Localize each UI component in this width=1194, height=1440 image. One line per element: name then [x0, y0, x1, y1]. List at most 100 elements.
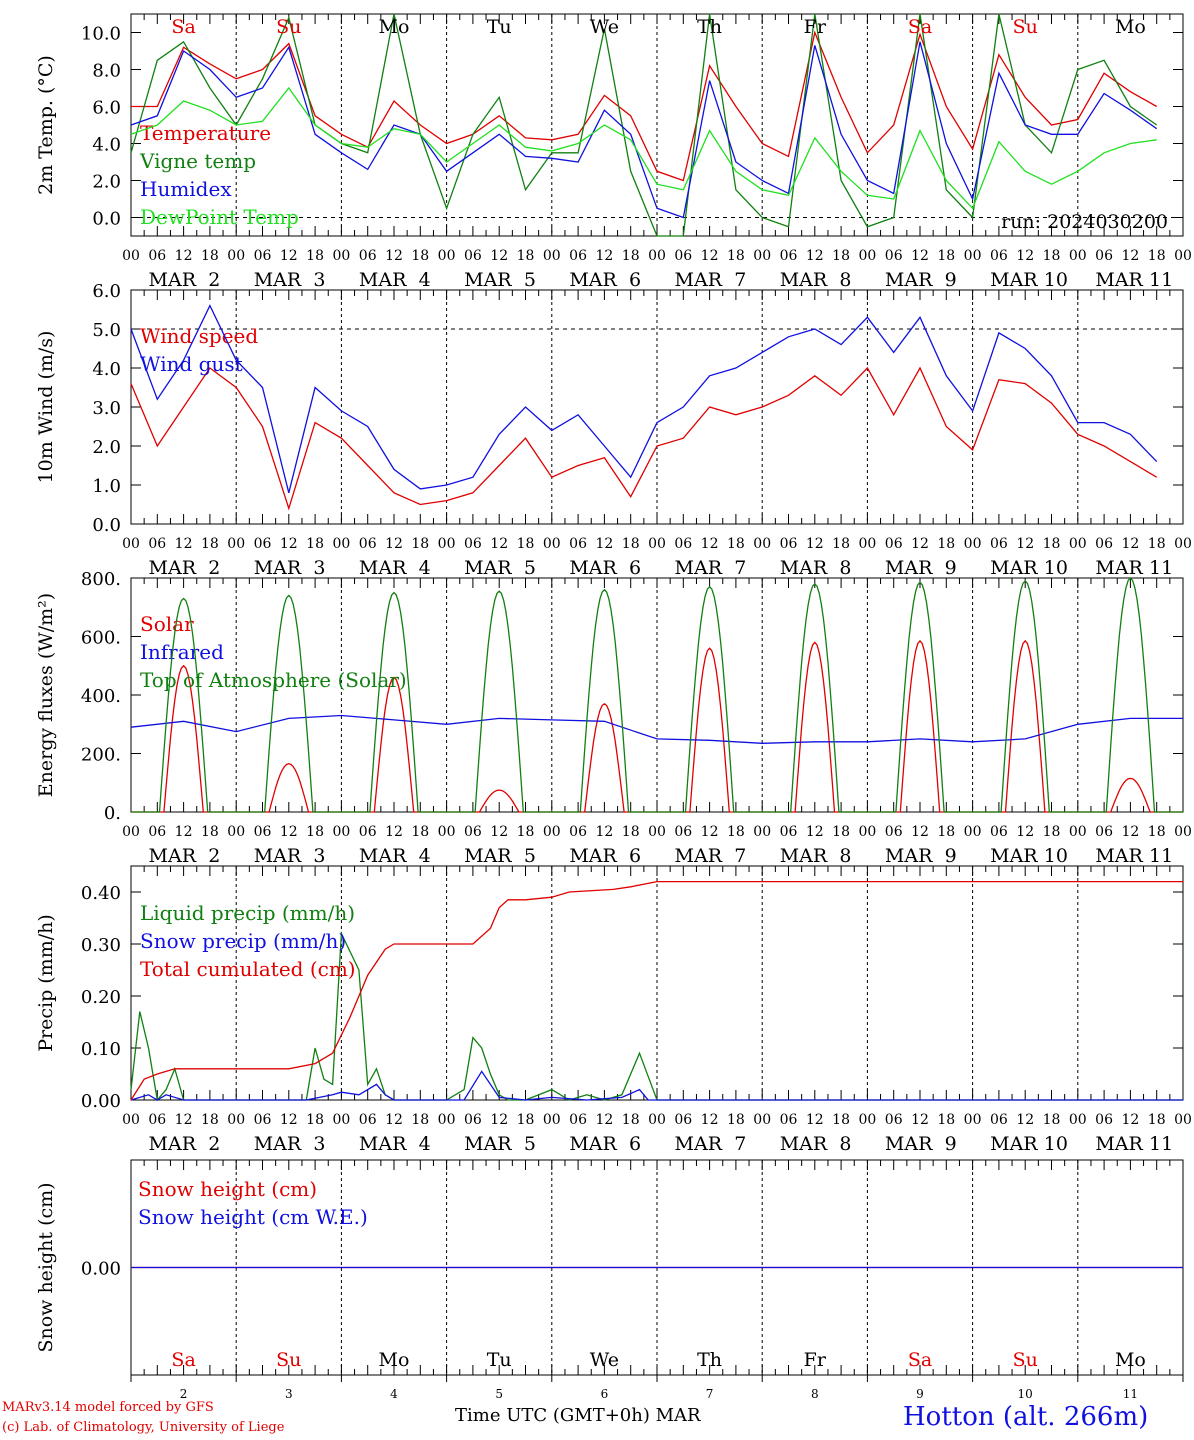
x-hour-label: 00: [438, 1112, 456, 1128]
weekday-label-top: Fr: [804, 16, 827, 38]
x-date-label: 10: [1044, 269, 1068, 291]
x-hour-label: 00: [858, 824, 876, 840]
chart-panel-1: 0.0 2.0 4.0 6.0 8.0 10.0 2m Temp. (°C) 00 06 12 18…: [35, 13, 1192, 291]
x-hour-label: 18: [306, 536, 324, 552]
x-date-label: 5: [524, 845, 536, 867]
x-hour-label: 00: [753, 1112, 771, 1128]
x-month-label: MAR: [359, 1133, 407, 1155]
x-hour-label: 00: [1069, 248, 1087, 264]
x-hour-label: 00: [543, 1112, 561, 1128]
x-date-label: 9: [945, 269, 957, 291]
legend-entry: Top of Atmosphere (Solar): [140, 668, 407, 692]
legend-entry: Temperature: [140, 121, 271, 145]
x-month-label: MAR: [990, 845, 1038, 867]
x-hour-label: 12: [175, 248, 193, 264]
x-month-label: MAR: [1095, 557, 1143, 579]
weekday-label-bottom: Su: [1013, 1349, 1038, 1371]
series-line: [130, 86, 1157, 210]
x-date-label: 7: [734, 1133, 746, 1155]
x-hour-label: 00: [648, 248, 666, 264]
weekday-label-bottom: Su: [276, 1349, 301, 1371]
x-date-label: 8: [839, 845, 851, 867]
x-hour-label: 06: [1095, 248, 1113, 264]
x-date-label: 4: [419, 269, 431, 291]
x-hour-label: 12: [911, 1112, 929, 1128]
x-hour-label: 12: [490, 1112, 508, 1128]
x-hour-label: 18: [306, 824, 324, 840]
legend-entry: Total cumulated (cm): [140, 957, 356, 981]
chart-panel-3: 0. 200. 400. 600. 800. Energy fluxes (W/m²) 00…: [35, 569, 1192, 867]
x-hour-label: 18: [937, 1112, 955, 1128]
x-hour-label: 18: [201, 1112, 219, 1128]
x-hour-label: 06: [464, 1112, 482, 1128]
series-line: [130, 366, 1158, 511]
x-month-label: MAR: [675, 1133, 723, 1155]
x-hour-label: 18: [622, 536, 640, 552]
x-date-label: 9: [945, 557, 957, 579]
legend-entry: Liquid precip (mm/h): [140, 901, 355, 925]
x-hour-label: 12: [806, 536, 824, 552]
series-line: [130, 304, 1158, 493]
x-hour-label: 00: [332, 1112, 350, 1128]
x-hour-label: 06: [1095, 1112, 1113, 1128]
weekday-label-bottom: Tu: [487, 1349, 512, 1371]
station-label: Hotton (alt. 266m): [903, 1402, 1149, 1432]
x-hour-label: 06: [674, 824, 692, 840]
x-month-label: MAR: [675, 269, 723, 291]
legend-entry: Humidex: [140, 177, 232, 201]
weekday-label-top: Su: [276, 16, 301, 38]
x-hour-label: 06: [885, 248, 903, 264]
x-hour-label: 12: [280, 536, 298, 552]
x-month-label: MAR: [254, 845, 302, 867]
x-hour-label: 18: [832, 248, 850, 264]
x-hour-label: 06: [990, 536, 1008, 552]
day-number-label: 7: [706, 1387, 714, 1400]
x-hour-label: 00: [227, 1112, 245, 1128]
x-hour-label: 18: [1043, 1112, 1061, 1128]
lab-credit: (c) Lab. of Climatology, University of L…: [2, 1420, 285, 1435]
y-axis-title: 10m Wind (m/s): [35, 331, 57, 484]
x-hour-label: 12: [806, 1112, 824, 1128]
x-hour-label: 00: [543, 824, 561, 840]
x-hour-label: 12: [1121, 248, 1139, 264]
x-hour-label: 12: [1016, 1112, 1034, 1128]
x-date-label: 3: [313, 1133, 325, 1155]
x-hour-label: 18: [306, 1112, 324, 1128]
x-month-label: MAR: [1095, 1133, 1143, 1155]
x-hour-label: 00: [1174, 1112, 1192, 1128]
y-tick-label: 0.00: [81, 1091, 121, 1112]
x-month-label: MAR: [464, 269, 512, 291]
x-hour-label: 06: [674, 1112, 692, 1128]
x-hour-label: 00: [858, 1112, 876, 1128]
x-hour-label: 12: [490, 536, 508, 552]
x-hour-label: 06: [569, 248, 587, 264]
x-date-label: 3: [313, 557, 325, 579]
y-tick-label: 0.00: [81, 1259, 121, 1280]
x-hour-label: 06: [674, 536, 692, 552]
x-date-label: 11: [1149, 269, 1173, 291]
y-tick-label: 2.0: [92, 172, 121, 193]
day-number-label: 11: [1123, 1387, 1138, 1400]
weekday-label-top: We: [590, 16, 619, 38]
y-tick-label: 0.0: [92, 515, 121, 536]
x-hour-label: 00: [438, 536, 456, 552]
x-hour-label: 18: [727, 248, 745, 264]
y-tick-label: 4.0: [92, 359, 121, 380]
x-hour-label: 18: [727, 536, 745, 552]
x-hour-label: 18: [517, 824, 535, 840]
x-hour-label: 12: [1121, 824, 1139, 840]
x-hour-label: 06: [569, 1112, 587, 1128]
x-hour-label: 00: [122, 824, 140, 840]
x-hour-label: 00: [964, 824, 982, 840]
x-hour-label: 12: [806, 248, 824, 264]
x-hour-label: 12: [701, 1112, 719, 1128]
y-tick-label: 400.: [81, 686, 121, 707]
x-date-label: 10: [1044, 845, 1068, 867]
x-hour-label: 18: [201, 248, 219, 264]
x-month-label: MAR: [254, 269, 302, 291]
legend-entry: Infrared: [140, 640, 224, 664]
series-line: [131, 639, 1183, 813]
x-hour-label: 00: [858, 536, 876, 552]
x-hour-label: 18: [411, 248, 429, 264]
x-date-label: 2: [208, 557, 220, 579]
